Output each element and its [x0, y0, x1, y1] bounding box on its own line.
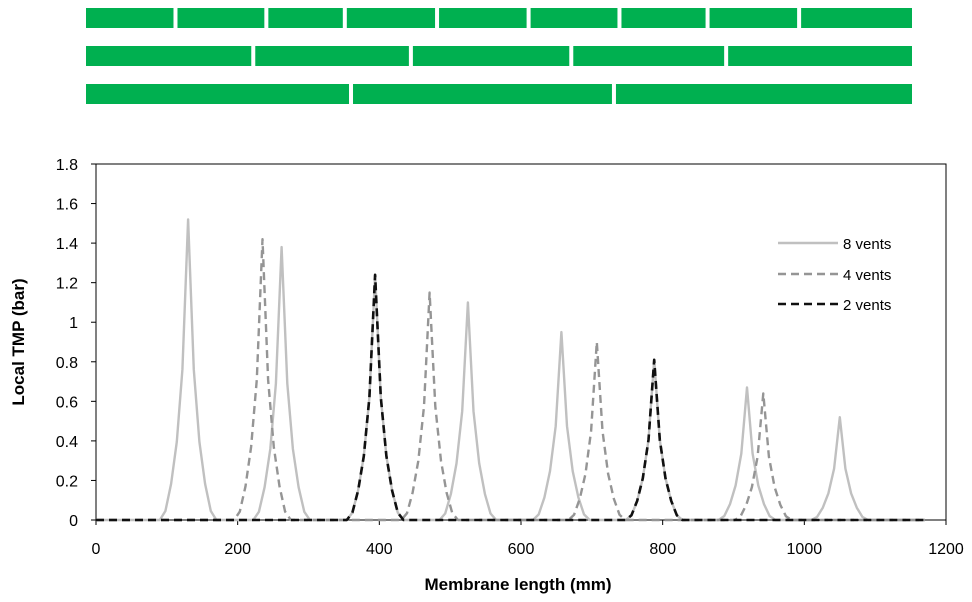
x-tick-label: 1000 [787, 541, 823, 558]
y-tick-label: 0.6 [56, 394, 78, 411]
series-layer [96, 218, 925, 522]
x-tick-label: 600 [508, 541, 535, 558]
y-tick-label: 0.2 [56, 473, 78, 490]
y-tick-label: 1.8 [56, 157, 78, 174]
vent-marker [264, 8, 269, 28]
membrane-strip-2-vents [86, 84, 912, 104]
x-tick-label: 0 [92, 541, 101, 558]
y-tick-label: 0.8 [56, 355, 78, 372]
y-axis-title: Local TMP (bar) [9, 278, 28, 405]
vent-marker [342, 8, 347, 28]
x-tick-label: 200 [224, 541, 251, 558]
series-line-2-vents [96, 273, 925, 522]
plot-area [95, 163, 947, 521]
vent-marker [797, 8, 802, 28]
legend-label-2-vents: 2 vents [843, 297, 891, 314]
vent-marker [408, 46, 413, 66]
membrane-strip-4-vents [86, 46, 912, 66]
x-axis-title: Membrane length (mm) [424, 575, 611, 594]
local-tmp-chart: 0 200 400 600 800 1000 1200 0 0.2 0.4 0.6 0.8 1 1.2 1… [9, 157, 964, 594]
y-tick-label: 0.4 [56, 434, 78, 451]
vent-marker [173, 8, 178, 28]
vent-marker [349, 84, 354, 104]
y-tick-label: 1.4 [56, 236, 78, 253]
y-tick-label: 1.2 [56, 276, 78, 293]
membrane-strip-8-vents [86, 8, 912, 28]
vent-marker [435, 8, 440, 28]
legend: 8 vents 4 vents 2 vents [778, 236, 891, 314]
y-axis: 0 0.2 0.4 0.6 0.8 1 1.2 1.4 1.6 1.8 [56, 157, 96, 530]
vent-marker [705, 8, 710, 28]
vent-marker [526, 8, 531, 28]
vent-marker [724, 46, 729, 66]
vent-marker [569, 46, 574, 66]
legend-label-8-vents: 8 vents [843, 236, 891, 253]
x-tick-label: 800 [649, 541, 676, 558]
series-line-4-vents [96, 238, 925, 522]
vent-marker [611, 84, 616, 104]
legend-label-4-vents: 4 vents [843, 267, 891, 284]
series-line-8-vents [96, 218, 925, 522]
vent-marker [617, 8, 622, 28]
plot-border [95, 163, 947, 521]
y-tick-label: 0 [69, 513, 78, 530]
x-tick-label: 1200 [928, 541, 964, 558]
x-tick-label: 400 [366, 541, 393, 558]
x-axis: 0 200 400 600 800 1000 1200 [92, 520, 964, 558]
y-tick-label: 1.6 [56, 197, 78, 214]
y-tick-label: 1 [69, 315, 78, 332]
vent-marker [251, 46, 256, 66]
membrane-vent-diagram [86, 8, 912, 104]
